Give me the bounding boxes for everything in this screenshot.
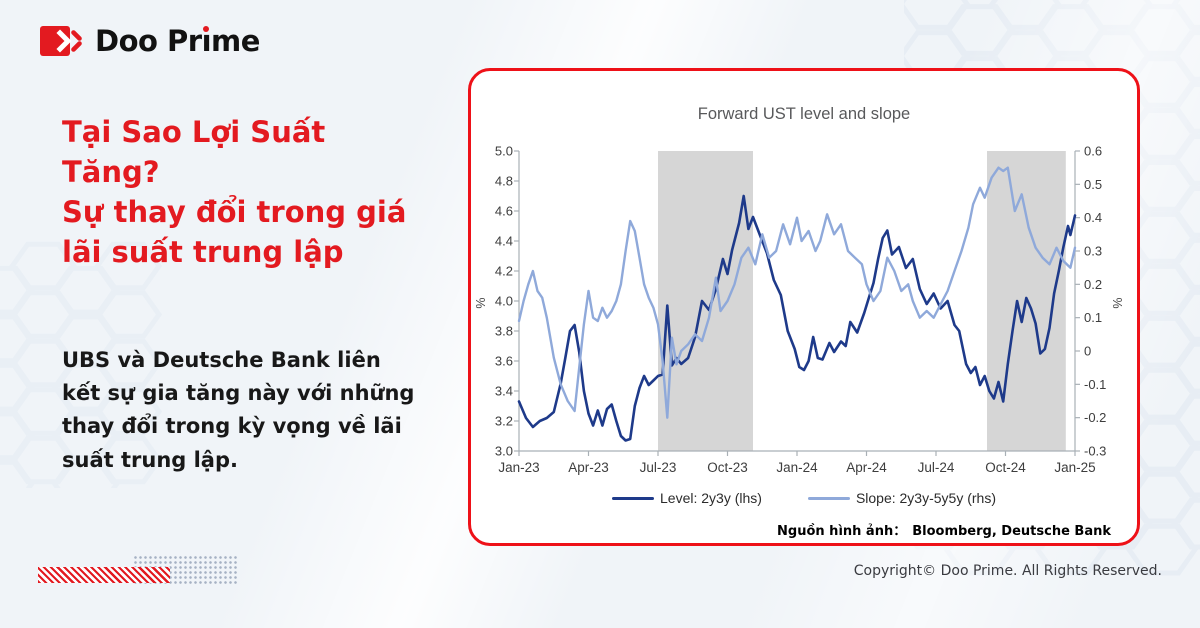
image-source: Nguồn hình ảnh： Bloomberg, Deutsche Bank [777,520,1111,539]
shaded-band-0 [658,151,753,451]
brand-name-start: Doo Pr [95,24,202,58]
svg-text:Apr-23: Apr-23 [568,460,609,475]
brand-i-red-dot [203,26,210,32]
svg-text:%: % [474,297,488,308]
level-line-swatch [612,496,654,500]
svg-text:%: % [1111,297,1125,308]
svg-text:Apr-24: Apr-24 [846,460,887,475]
legend-item-slope: Slope: 2y3y-5y5y (rhs) [807,490,996,506]
svg-text:4.6: 4.6 [495,204,513,219]
svg-text:0.4: 0.4 [1084,210,1102,225]
slope-line-swatch [807,496,850,500]
svg-text:4.4: 4.4 [495,234,513,249]
svg-text:-0.1: -0.1 [1084,377,1106,392]
brand-name-end: me [211,24,260,58]
svg-text:4.0: 4.0 [495,294,513,309]
svg-text:3.4: 3.4 [495,384,513,399]
headline: Tại Sao Lợi Suất Tăng? Sự thay đổi trong… [62,115,407,270]
svg-text:Jan-24: Jan-24 [776,460,818,475]
svg-text:3.8: 3.8 [495,324,513,339]
legend-label-slope: Slope: 2y3y-5y5y (rhs) [855,490,996,506]
image-source-label: Nguồn hình ảnh： [777,524,907,539]
red-stripes-decoration [38,567,170,583]
svg-text:Oct-24: Oct-24 [985,460,1026,475]
svg-text:4.2: 4.2 [495,264,513,279]
chart-card: Forward UST level and slope 3.0 3.2 3.4 3.6… [468,68,1140,546]
svg-text:Jul-23: Jul-23 [640,460,677,475]
chart-legend: Level: 2y3y (lhs) Slope: 2y3y-5y5y (rhs) [471,490,1137,506]
svg-text:3.0: 3.0 [495,444,513,459]
svg-text:0.1: 0.1 [1084,310,1102,325]
body-text: UBS và Deutsche Bank liên kết sự gia tăn… [62,348,415,472]
svg-text:0.5: 0.5 [1084,177,1102,192]
svg-text:Jan-23: Jan-23 [498,460,539,475]
legend-label-level: Level: 2y3y (lhs) [660,490,762,506]
brand-i: ı [202,24,212,58]
svg-text:Jan-25: Jan-25 [1054,460,1095,475]
svg-text:3.2: 3.2 [495,414,513,429]
svg-text:-0.3: -0.3 [1084,444,1106,459]
legend-item-level: Level: 2y3y (lhs) [612,490,762,506]
image-source-value: Bloomberg, Deutsche Bank [912,524,1111,539]
svg-text:0: 0 [1084,344,1091,359]
chart-svg: 3.0 3.2 3.4 3.6 3.8 4.0 4.2 4.4 4.6 4.8 5.0 -0.3 -0.… [474,144,1125,476]
svg-text:0.6: 0.6 [1084,144,1102,159]
svg-text:0.3: 0.3 [1084,244,1102,259]
svg-text:5.0: 5.0 [495,144,513,159]
svg-text:0.2: 0.2 [1084,277,1102,292]
brand-logo: Doo Pr ıme [40,24,260,58]
svg-text:-0.2: -0.2 [1084,410,1106,425]
svg-text:Jul-24: Jul-24 [918,460,955,475]
svg-text:3.6: 3.6 [495,354,513,369]
svg-text:Oct-23: Oct-23 [707,460,748,475]
copyright-text: Copyright© Doo Prime. All Rights Reserve… [853,563,1162,579]
brand-name: Doo Pr ıme [95,24,260,58]
doo-prime-logo-icon [40,26,82,56]
svg-text:4.8: 4.8 [495,174,513,189]
